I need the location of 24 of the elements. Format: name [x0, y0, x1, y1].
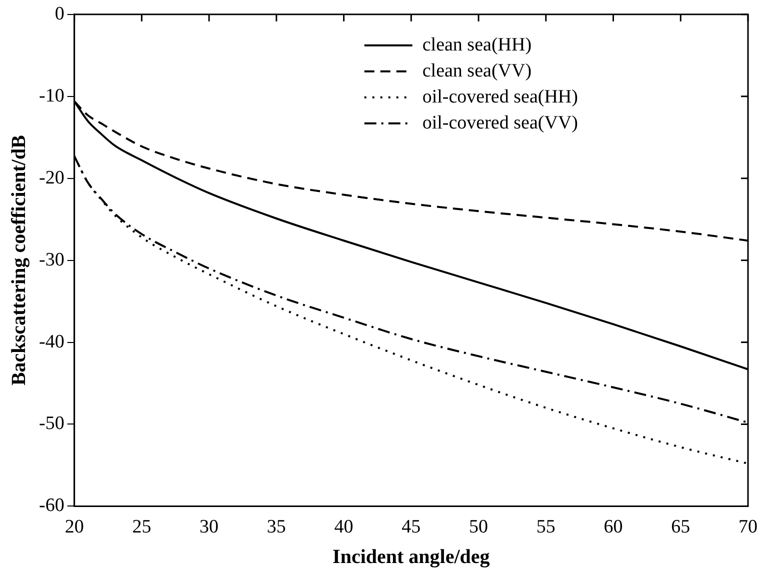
- x-tick-label: 35: [266, 516, 286, 538]
- legend-label: clean sea(HH): [422, 34, 532, 56]
- x-tick-label: 45: [402, 516, 421, 538]
- y-tick-label: -10: [39, 85, 64, 106]
- x-tick-label: 25: [132, 516, 152, 538]
- legend-label: oil-covered sea(HH): [422, 86, 578, 108]
- y-tick-label: -60: [39, 495, 64, 516]
- y-tick-label: -40: [39, 331, 64, 352]
- y-tick-label: -50: [39, 413, 64, 434]
- x-axis-title: Incident angle/deg: [332, 546, 490, 568]
- y-tick-label: -20: [39, 167, 64, 188]
- x-tick-label: 50: [469, 516, 488, 538]
- x-tick-label: 40: [334, 516, 354, 538]
- legend-label: clean sea(VV): [422, 60, 532, 82]
- x-tick-label: 30: [200, 516, 219, 538]
- legend-label: oil-covered sea(VV): [422, 112, 578, 134]
- y-tick-label: -30: [39, 249, 64, 270]
- x-tick-label: 20: [64, 516, 84, 538]
- y-tick-label: 0: [54, 3, 64, 24]
- x-tick-label: 70: [738, 516, 758, 538]
- x-tick-label: 60: [604, 516, 623, 538]
- x-tick-label: 65: [671, 516, 690, 538]
- y-axis-title: Backscattering coefficient/dB: [8, 135, 30, 386]
- x-tick-label: 55: [536, 516, 556, 538]
